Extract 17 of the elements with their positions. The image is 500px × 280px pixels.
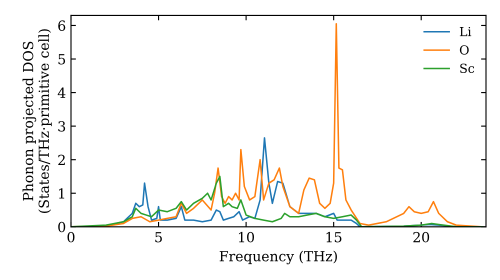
x-tick-label: 20 [413, 232, 430, 242]
x-tick-label: 15 [326, 232, 342, 242]
x-tick-label: 0 [67, 232, 74, 242]
y-tick-label: 2 [58, 154, 65, 165]
x-axis-title: Frequency (THz) [220, 250, 337, 264]
y-tick-label: 6 [58, 20, 66, 31]
legend-label: O [460, 45, 469, 55]
x-tick-label: 5 [155, 232, 162, 242]
y-tick-label: 0 [58, 222, 66, 232]
y-tick-label: 1 [58, 188, 64, 199]
y-tick-label: 4 [58, 88, 66, 98]
y-tick-label: 5 [58, 54, 66, 64]
y-axis-title: Phonon projected DOS (States/THz·primitive cell) [22, 29, 52, 213]
y-tick-label: 3 [58, 121, 66, 132]
legend-label: Li [460, 26, 472, 36]
x-tick-label: 10 [238, 232, 254, 242]
legend-label: Sc [460, 64, 474, 74]
